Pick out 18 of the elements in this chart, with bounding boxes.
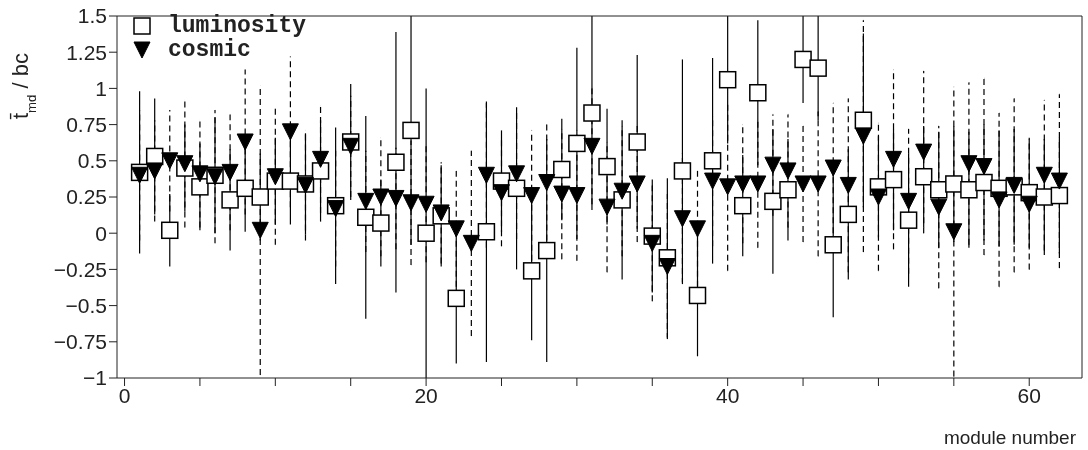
y-tick-label: −0.75	[53, 330, 107, 354]
x-tick-label: 40	[715, 383, 740, 407]
legend-label: luminosity	[168, 13, 307, 39]
y-tick-label: 0.5	[77, 149, 107, 173]
y-tick-label: 1.25	[66, 40, 107, 64]
y-tick-label: −0.25	[53, 257, 107, 281]
legend-label: cosmic	[168, 37, 251, 63]
y-tick-label: 1.5	[77, 4, 107, 28]
x-tick-label: 20	[414, 383, 438, 407]
y-tick-label: −0.5	[65, 294, 107, 318]
x-tick-label: 60	[1017, 383, 1041, 407]
y-tick-label: −1	[83, 366, 107, 390]
x-axis-title: module number	[943, 427, 1077, 448]
y-tick-label: 0	[95, 221, 107, 245]
y-tick-label: 0.25	[66, 185, 107, 209]
y-tick-label: 0.75	[66, 113, 107, 137]
y-tick-label: 1	[95, 76, 107, 100]
x-tick-label: 0	[118, 383, 131, 407]
